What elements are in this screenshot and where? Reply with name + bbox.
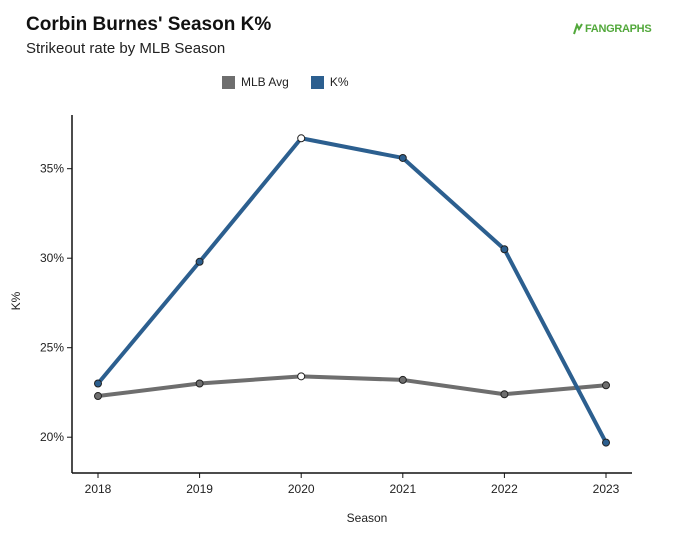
data-point-k-pct — [195, 257, 204, 266]
data-point-mlb-avg — [94, 392, 102, 401]
y-tick-label: 30% — [40, 251, 64, 265]
series-line-k-pct — [96, 136, 608, 445]
data-point-k-pct — [297, 134, 306, 143]
chart-series — [94, 134, 610, 447]
y-tick-label: 20% — [40, 430, 64, 444]
chart-subtitle: Strikeout rate by MLB Season — [26, 40, 226, 57]
fangraphs-logo[interactable]: FANGRAPHS — [573, 23, 652, 35]
y-tick-label: 25% — [40, 341, 64, 355]
series-line-mlb-avg — [96, 374, 608, 399]
legend-item-k-pct[interactable]: K% — [310, 75, 349, 89]
fangraphs-leaf-icon — [573, 23, 583, 35]
x-tick-label: 2019 — [186, 482, 213, 496]
legend-label-k-pct: K% — [329, 75, 349, 89]
y-tick-label: 35% — [40, 162, 64, 176]
data-point-k-pct — [398, 153, 407, 162]
data-point-k-pct — [602, 438, 610, 447]
brand-text: FANGRAPHS — [585, 23, 652, 35]
data-point-k-pct — [94, 379, 102, 388]
data-point-mlb-avg — [602, 381, 610, 390]
x-tick-label: 2020 — [288, 482, 315, 496]
legend-swatch-mlb-avg — [222, 75, 235, 89]
x-tick-label: 2021 — [389, 482, 416, 496]
chart-labels: 20% 25% 30% 35% 2018 2019 2020 2021 2022 2023 Seas… — [9, 162, 620, 525]
data-point-mlb-avg — [398, 375, 407, 384]
legend-swatch-k-pct — [310, 75, 324, 89]
x-tick-label: 2023 — [593, 482, 620, 496]
data-point-mlb-avg — [195, 379, 204, 388]
y-axis-title: K% — [9, 291, 23, 310]
data-point-k-pct — [500, 245, 509, 254]
data-point-mlb-avg — [500, 390, 509, 399]
x-tick-label: 2022 — [491, 482, 518, 496]
chart-axes — [67, 115, 632, 478]
x-tick-label: 2018 — [85, 482, 112, 496]
legend-label-mlb-avg: MLB Avg — [241, 75, 289, 89]
x-axis-title: Season — [347, 511, 388, 525]
legend-item-mlb-avg[interactable]: MLB Avg — [222, 75, 289, 89]
chart-title: Corbin Burnes' Season K% — [26, 14, 272, 35]
chart-legend: MLB Avg K% — [222, 75, 371, 89]
data-point-mlb-avg — [297, 372, 306, 381]
